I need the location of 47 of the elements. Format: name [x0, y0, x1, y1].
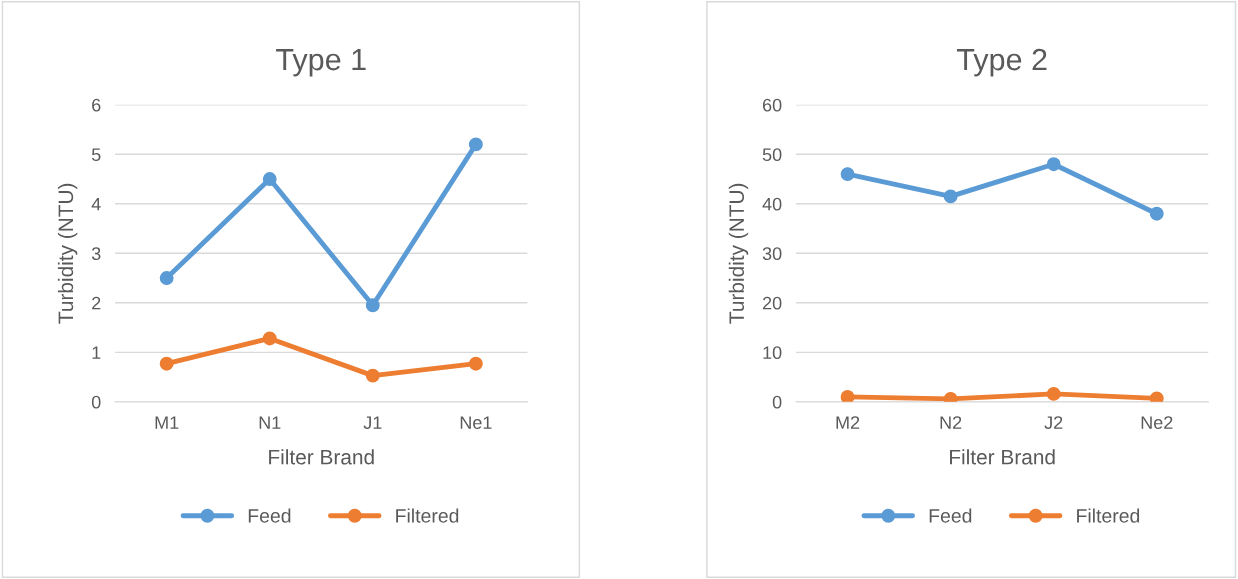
y-tick-label: 4 [91, 197, 101, 211]
point [1149, 206, 1164, 221]
x-tick-label: M1 [155, 416, 179, 429]
legend-label: Feed [248, 508, 291, 523]
y-tick-label: 5 [91, 148, 101, 162]
y-tick-label: 0 [91, 395, 101, 409]
point [262, 172, 277, 187]
x-tick-label: Ne1 [460, 416, 492, 429]
y-tick-label: 20 [762, 296, 782, 310]
legend-label: Filtered [1077, 508, 1140, 523]
point [1149, 391, 1164, 402]
y-tick-label: 2 [92, 296, 101, 310]
point [468, 137, 483, 152]
point [262, 331, 277, 346]
point [943, 189, 958, 204]
x-tick-label: J1 [363, 416, 382, 429]
point [365, 298, 380, 313]
x-axis-title: Filter Brand [269, 449, 374, 465]
y-tick-label: 50 [762, 148, 782, 162]
point [468, 356, 483, 371]
legend-label: Feed [929, 508, 972, 523]
y-tick-label: 40 [762, 197, 782, 211]
y-tick-label: 6 [92, 98, 101, 112]
point [159, 356, 174, 371]
x-tick-label: N2 [940, 416, 962, 429]
point [365, 368, 380, 383]
legend-label: Filtered [396, 508, 459, 523]
x-axis-title: Filter Brand [950, 449, 1055, 465]
y-tick-label: 3 [91, 247, 101, 261]
y-axis-title: Turbidity (NTU) [728, 183, 749, 324]
point [1046, 157, 1061, 172]
chart-title: Type 2 [956, 48, 1047, 77]
x-tick-label: N1 [259, 416, 281, 429]
x-tick-label: M2 [836, 416, 860, 429]
x-tick-label: J2 [1044, 416, 1063, 429]
y-tick-label: 10 [763, 346, 782, 360]
point [840, 167, 855, 182]
point [159, 271, 174, 286]
y-tick-label: 0 [772, 395, 782, 409]
y-tick-label: 30 [762, 247, 782, 261]
chart-title: Type 1 [276, 49, 366, 77]
point [840, 389, 855, 402]
y-axis-title: Turbidity (NTU) [57, 183, 78, 324]
point [1046, 386, 1061, 401]
x-tick-label: Ne2 [1141, 416, 1173, 429]
y-tick-label: 1 [92, 346, 101, 359]
y-tick-label: 60 [762, 98, 782, 112]
